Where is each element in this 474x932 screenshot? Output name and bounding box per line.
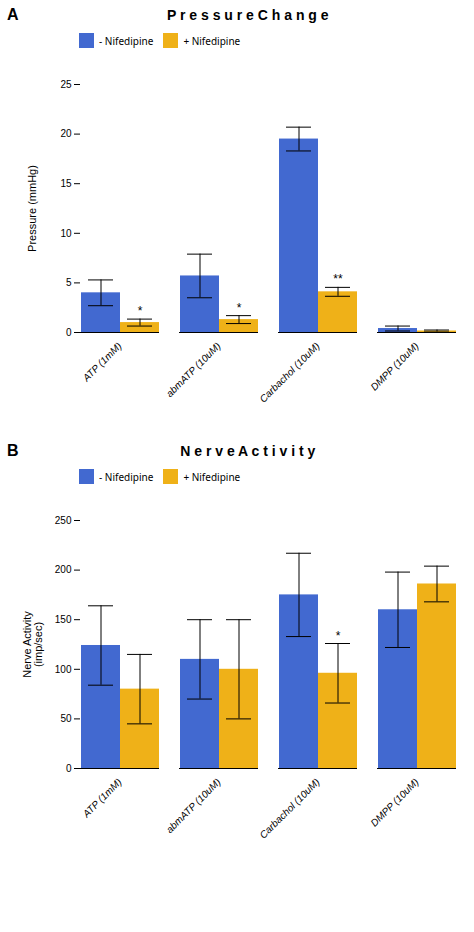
svg-text:Carbachol (10uM): Carbachol (10uM) [257,340,321,404]
svg-text:Nerve Activity(imp/sec): Nerve Activity(imp/sec) [21,611,44,678]
svg-text:**: ** [333,272,343,286]
svg-text:15: 15 [60,178,72,189]
svg-text:10: 10 [60,228,72,239]
svg-text:250: 250 [55,515,72,526]
svg-text:DMPP (10uM): DMPP (10uM) [368,340,420,392]
html-text:P r e s s u r e C h a n g e: P r e s s u r e C h a n g e [167,7,329,23]
svg-text:50: 50 [60,713,72,724]
svg-text:DMPP (10uM): DMPP (10uM) [368,776,420,828]
html-text:B: B [7,442,19,459]
html-text:A: A [7,6,19,23]
svg-text:150: 150 [55,614,72,625]
svg-text:abmATP (10uM): abmATP (10uM) [164,340,223,399]
html-text:N e r v e A c t i v i t y: N e r v e A c t i v i t y [180,443,316,459]
html-text:- Nifedipine: - Nifedipine [99,469,154,484]
svg-text:*: * [138,304,143,318]
svg-text:0: 0 [66,763,72,774]
svg-text:0: 0 [66,327,72,338]
html-text:- Nifedipine: - Nifedipine [99,33,154,48]
html-text:+ Nifedipine: + Nifedipine [183,33,241,48]
svg-text:*: * [237,301,242,315]
svg-text:ATP (1mM): ATP (1mM) [80,776,124,820]
svg-text:200: 200 [55,564,72,575]
svg-text:Pressure (mmHg): Pressure (mmHg) [26,165,38,252]
svg-text:25: 25 [60,79,72,90]
svg-text:abmATP (10uM): abmATP (10uM) [164,776,223,835]
svg-text:*: * [336,629,341,643]
svg-text:5: 5 [66,277,72,288]
svg-text:Carbachol (10uM): Carbachol (10uM) [257,776,321,840]
svg-text:100: 100 [55,664,72,675]
html-text:+ Nifedipine: + Nifedipine [183,469,241,484]
svg-text:ATP (1mM): ATP (1mM) [80,340,124,384]
svg-text:20: 20 [60,128,72,139]
